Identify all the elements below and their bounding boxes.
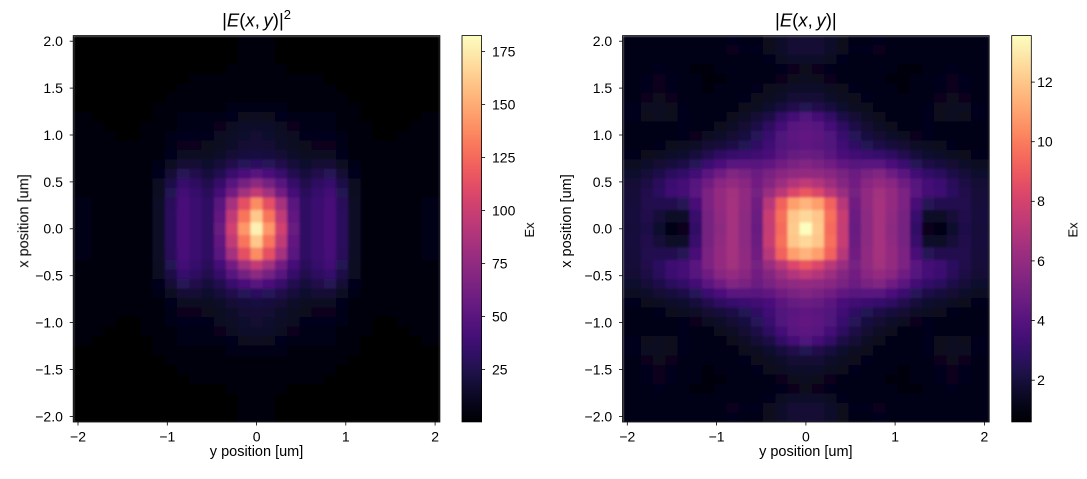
svg-text:−2.0: −2.0 (585, 408, 613, 424)
svg-text:Ex: Ex (522, 222, 537, 238)
svg-text:175: 175 (492, 43, 516, 59)
svg-text:0.0: 0.0 (593, 221, 613, 237)
svg-text:25: 25 (492, 362, 508, 378)
svg-text:−2: −2 (619, 428, 635, 444)
svg-text:−0.5: −0.5 (35, 268, 63, 284)
svg-text:−1.5: −1.5 (35, 361, 63, 377)
svg-text:−1: −1 (159, 428, 175, 444)
svg-text:125: 125 (492, 150, 516, 166)
svg-text:12: 12 (1037, 74, 1053, 90)
svg-text:0.5: 0.5 (43, 174, 63, 190)
svg-text:−1.0: −1.0 (585, 315, 613, 331)
svg-text:1: 1 (342, 428, 350, 444)
svg-text:x position [um]: x position [um] (559, 174, 575, 268)
svg-text:10: 10 (1037, 134, 1053, 150)
svg-text:150: 150 (492, 96, 516, 112)
svg-text:2: 2 (431, 428, 439, 444)
svg-text:0: 0 (802, 428, 810, 444)
svg-text:2: 2 (981, 428, 989, 444)
svg-text:−0.5: −0.5 (585, 268, 613, 284)
svg-text:1.5: 1.5 (43, 80, 63, 96)
svg-text:−1.5: −1.5 (585, 361, 613, 377)
svg-text:6: 6 (1037, 253, 1045, 269)
svg-text:1.0: 1.0 (43, 127, 63, 143)
svg-text:1: 1 (891, 428, 899, 444)
svg-text:−2.0: −2.0 (35, 408, 63, 424)
svg-text:0: 0 (253, 428, 261, 444)
svg-text:|E(x, y)|: |E(x, y)| (775, 10, 837, 31)
svg-text:1.0: 1.0 (593, 127, 613, 143)
svg-text:75: 75 (492, 256, 508, 272)
svg-text:x position [um]: x position [um] (16, 174, 32, 268)
svg-text:100: 100 (492, 203, 516, 219)
svg-text:−1.0: −1.0 (35, 315, 63, 331)
svg-text:4: 4 (1037, 313, 1045, 329)
svg-text:0.0: 0.0 (43, 221, 63, 237)
svg-text:0.5: 0.5 (593, 174, 613, 190)
svg-text:2.0: 2.0 (43, 33, 63, 49)
svg-text:−1: −1 (709, 428, 725, 444)
svg-text:1.5: 1.5 (593, 80, 613, 96)
svg-text:y position [um]: y position [um] (759, 444, 853, 460)
svg-text:8: 8 (1037, 193, 1045, 209)
svg-text:Ex: Ex (1066, 222, 1081, 238)
svg-text:−2: −2 (70, 428, 86, 444)
svg-text:50: 50 (492, 309, 508, 325)
svg-text:2.0: 2.0 (593, 33, 613, 49)
svg-text:|E(x, y)|2: |E(x, y)|2 (222, 7, 291, 31)
svg-text:2: 2 (1037, 372, 1045, 388)
svg-text:y position [um]: y position [um] (210, 444, 304, 460)
